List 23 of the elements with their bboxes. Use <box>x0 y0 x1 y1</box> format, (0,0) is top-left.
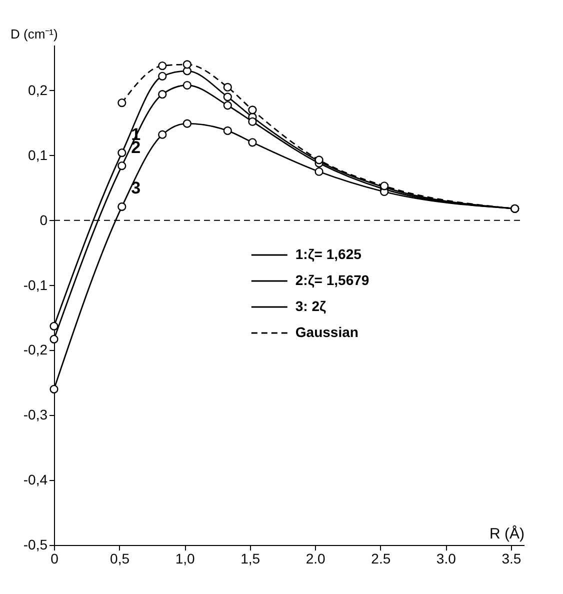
x-tick-label: 1,5 <box>240 550 260 566</box>
x-tick-label: 3.0 <box>436 550 456 566</box>
legend-label: 2:ζ= 1,5679 <box>295 272 370 288</box>
y-tick-label: -0,4 <box>23 472 48 488</box>
y-tick-label: 0,2 <box>28 82 48 98</box>
legend-label: Gaussian <box>295 324 358 340</box>
legend-label: 3: 2ζ <box>295 298 327 314</box>
y-tick-label: -0,3 <box>23 406 48 423</box>
x-tick-label: 0,5 <box>110 550 130 566</box>
y-tick-label: -0,2 <box>23 342 48 358</box>
annotation: 3 <box>131 178 141 198</box>
legend-label: 1:ζ= 1,625 <box>295 246 362 262</box>
x-tick-label: 0 <box>50 550 59 566</box>
y-tick-label: -0,1 <box>23 276 48 293</box>
x-tick-label: 2.5 <box>371 550 391 566</box>
x-tick-label: 1,0 <box>175 550 195 566</box>
x-tick-label: 2.0 <box>306 550 326 566</box>
x-tick-label: 3.5 <box>502 550 522 566</box>
y-tick-label: 0,1 <box>28 146 48 163</box>
y-tick-label: 0 <box>40 212 48 228</box>
y-tick-label: -0,5 <box>23 536 48 552</box>
y-axis-title: D (cm⁻¹) <box>10 26 58 42</box>
x-axis-title: R (Å) <box>490 524 524 542</box>
